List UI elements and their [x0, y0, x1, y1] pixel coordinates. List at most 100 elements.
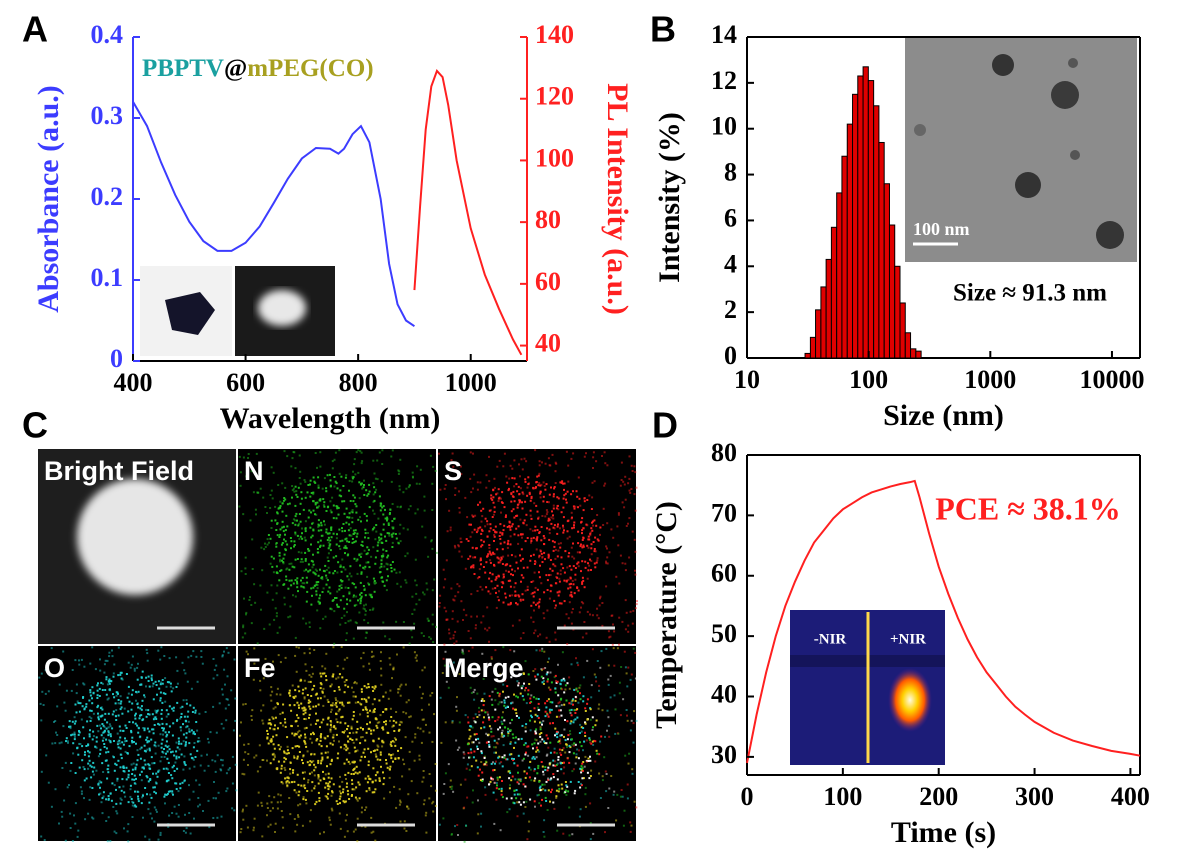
element-dot — [298, 551, 300, 553]
element-dot — [304, 552, 306, 554]
element-dot — [318, 797, 320, 799]
element-dot — [338, 741, 340, 743]
element-dot — [305, 687, 307, 689]
element-dot — [151, 677, 153, 679]
element-dot — [498, 695, 500, 697]
element-dot — [130, 788, 132, 790]
element-dot — [318, 783, 320, 785]
element-dot — [624, 810, 626, 812]
element-dot — [582, 700, 584, 702]
element-dot — [293, 781, 295, 783]
element-dot — [538, 781, 540, 783]
micrograph-label: N — [244, 456, 264, 486]
element-dot — [574, 718, 576, 720]
element-dot — [168, 772, 170, 774]
element-dot — [333, 505, 335, 507]
element-dot — [498, 500, 500, 502]
element-dot — [546, 527, 548, 529]
element-dot — [481, 515, 483, 517]
element-dot — [482, 698, 484, 700]
element-dot — [561, 680, 563, 682]
element-dot — [284, 487, 286, 489]
element-dot — [377, 759, 379, 761]
element-dot — [559, 752, 561, 754]
element-dot — [188, 730, 190, 732]
element-dot — [548, 518, 550, 520]
x-tick-label: 100 — [849, 365, 888, 394]
element-dot — [301, 498, 303, 500]
element-dot — [542, 766, 544, 768]
element-dot — [484, 757, 486, 759]
element-dot — [81, 659, 83, 661]
element-dot — [399, 686, 401, 688]
element-dot — [270, 810, 272, 812]
element-dot — [361, 688, 363, 690]
element-dot — [597, 538, 599, 540]
element-dot — [108, 739, 110, 741]
element-dot — [324, 524, 326, 526]
element-dot — [634, 471, 636, 473]
element-dot — [367, 582, 369, 584]
element-dot — [133, 763, 135, 765]
element-dot — [304, 734, 306, 736]
element-dot — [605, 648, 607, 650]
element-dot — [301, 707, 303, 709]
element-dot — [549, 641, 551, 643]
element-dot — [552, 802, 554, 804]
element-dot — [481, 544, 483, 546]
element-dot — [414, 737, 416, 739]
element-dot — [559, 742, 561, 744]
element-dot — [622, 501, 624, 503]
element-dot — [316, 693, 318, 695]
element-dot — [285, 726, 287, 728]
element-dot — [534, 721, 536, 723]
element-dot — [594, 674, 596, 676]
element-dot — [115, 789, 117, 791]
element-dot — [296, 586, 298, 588]
element-dot — [460, 784, 462, 786]
element-dot — [555, 639, 557, 641]
element-dot — [561, 788, 563, 790]
element-dot — [273, 708, 275, 710]
element-dot — [109, 688, 111, 690]
element-dot — [134, 715, 136, 717]
element-dot — [107, 768, 109, 770]
element-dot — [215, 665, 217, 667]
element-dot — [568, 807, 570, 809]
element-dot — [157, 709, 159, 711]
element-dot — [256, 453, 258, 455]
element-dot — [580, 771, 582, 773]
element-dot — [160, 834, 162, 836]
element-dot — [554, 632, 556, 634]
element-dot — [509, 521, 511, 523]
element-dot — [559, 591, 561, 593]
element-dot — [159, 659, 161, 661]
element-dot — [488, 627, 490, 629]
element-dot — [357, 818, 359, 820]
element-dot — [364, 589, 366, 591]
element-dot — [294, 818, 296, 820]
panel-label: D — [652, 405, 678, 446]
element-dot — [450, 638, 452, 640]
element-dot — [538, 473, 540, 475]
element-dot — [469, 478, 471, 480]
element-dot — [634, 801, 636, 803]
element-dot — [576, 490, 578, 492]
element-dot — [349, 565, 351, 567]
element-dot — [285, 657, 287, 659]
element-dot — [568, 617, 570, 619]
bar — [816, 310, 821, 358]
element-dot — [94, 746, 96, 748]
element-dot — [402, 711, 404, 713]
element-dot — [559, 602, 561, 604]
element-dot — [305, 746, 307, 748]
element-dot — [548, 520, 550, 522]
element-dot — [606, 548, 608, 550]
element-dot — [528, 767, 530, 769]
element-dot — [539, 733, 541, 735]
element-dot — [622, 698, 624, 700]
element-dot — [590, 696, 592, 698]
element-dot — [355, 512, 357, 514]
element-dot — [343, 705, 345, 707]
element-dot — [124, 737, 126, 739]
